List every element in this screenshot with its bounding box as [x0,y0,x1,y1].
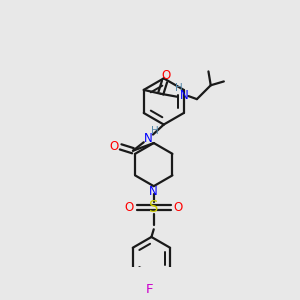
Text: N: N [149,185,158,198]
Text: O: O [124,201,134,214]
Text: S: S [149,200,158,215]
Text: O: O [174,201,183,214]
Text: N: N [144,132,153,145]
Text: O: O [161,69,171,82]
Text: F: F [146,283,153,296]
Text: O: O [110,140,119,153]
Text: N: N [179,89,188,102]
Text: H: H [175,83,183,93]
Text: H: H [151,126,158,136]
